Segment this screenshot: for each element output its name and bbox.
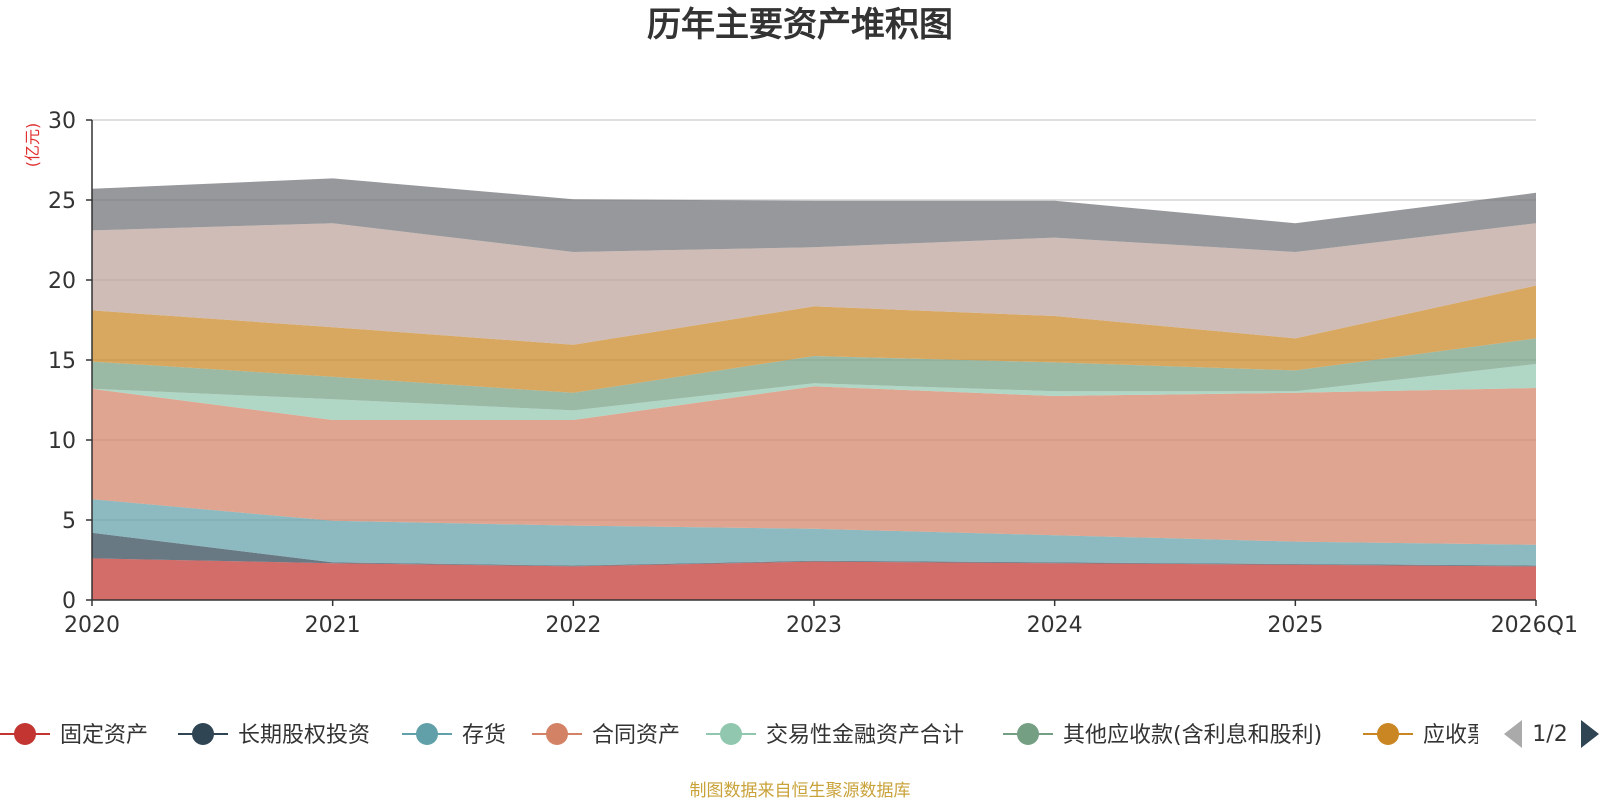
x-tick-label: 2020 (64, 613, 120, 638)
legend-page-indicator: 1/2 (1532, 722, 1567, 747)
legend-label: 长期股权投资 (238, 723, 370, 748)
triangle-left-icon[interactable] (1504, 720, 1522, 748)
legend-item[interactable]: 长期股权投资 (178, 723, 370, 748)
legend-marker (720, 723, 742, 745)
legend-pager[interactable]: 1/2 (1504, 720, 1599, 748)
legend-label: 合同资产 (592, 723, 680, 748)
chart-title: 历年主要资产堆积图 (647, 5, 953, 45)
y-tick-label: 30 (48, 109, 76, 134)
x-tick-label: 2022 (545, 613, 601, 638)
legend-marker (546, 723, 568, 745)
triangle-right-icon[interactable] (1581, 720, 1599, 748)
legend-item[interactable]: 合同资产 (532, 723, 680, 748)
y-tick-label: 20 (48, 269, 76, 294)
legend-marker (192, 723, 214, 745)
y-tick-label: 0 (62, 589, 76, 614)
legend-marker (14, 723, 36, 745)
area-其他应收款(含利息和股利)[interactable] (92, 338, 1536, 411)
legend-marker (1017, 723, 1039, 745)
area-series (92, 178, 1536, 600)
area-应收票据[interactable] (92, 285, 1536, 393)
x-tick-label: 2025 (1267, 613, 1323, 638)
legend-label: 其他应收款(含利息和股利) (1063, 723, 1322, 748)
y-tick-label: 15 (48, 349, 76, 374)
x-ticks: 2020 2021 2022 2023 2024 2025 2026Q1 (64, 600, 1578, 638)
area-合同资产[interactable] (92, 386, 1536, 545)
source-note: 制图数据来自恒生聚源数据库 (690, 781, 911, 800)
legend-label: 存货 (462, 723, 506, 748)
y-tick-label: 10 (48, 429, 76, 454)
legend-label: 固定资产 (60, 723, 148, 748)
legend-marker (416, 723, 438, 745)
legend-item[interactable]: 其他应收款(含利息和股利) (1003, 723, 1322, 748)
legend-label: 交易性金融资产合计 (766, 723, 964, 748)
area-固定资产[interactable] (92, 558, 1536, 600)
legend-item[interactable]: 存货 (402, 723, 506, 748)
x-tick-label: 2021 (305, 613, 361, 638)
x-tick-label: 2024 (1027, 613, 1083, 638)
legend-label: 应收票据 (1423, 723, 1511, 748)
legend[interactable]: 固定资产 长期股权投资 存货 合同资产 交易性金融资产合计 其他应收款(含利息和股利) 应收… (0, 723, 1511, 748)
y-tick-label: 25 (48, 189, 76, 214)
x-tick-label: 2026Q1 (1491, 613, 1578, 638)
legend-item[interactable]: 交易性金融资产合计 (706, 723, 964, 748)
area-交易性金融资产合计[interactable] (92, 364, 1536, 420)
x-tick-label: 2023 (786, 613, 842, 638)
area-其他[interactable] (92, 178, 1536, 252)
legend-marker (1377, 723, 1399, 745)
y-tick-label: 5 (62, 509, 76, 534)
legend-item[interactable]: 应收票据 (1363, 723, 1511, 748)
area-应收账款[interactable] (92, 223, 1536, 345)
y-ticks: 0 5 10 15 20 25 30 (48, 109, 92, 614)
area-存货[interactable] (92, 499, 1536, 566)
y-axis-label: (亿元) (23, 123, 42, 168)
legend-item[interactable]: 固定资产 (0, 723, 148, 748)
